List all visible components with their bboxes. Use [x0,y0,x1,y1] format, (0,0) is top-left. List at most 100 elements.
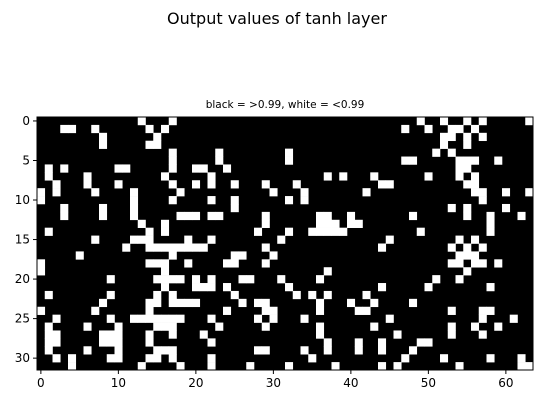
heatmap-cell [145,243,154,252]
heatmap-cell [207,172,216,181]
heatmap-cell [161,346,170,355]
heatmap-cell [494,322,503,331]
heatmap-cell [199,243,208,252]
heatmap-cell [207,314,216,323]
heatmap-cell [409,156,418,165]
heatmap-cell [463,140,472,149]
heatmap-cell [463,243,472,252]
heatmap-cell [339,172,348,181]
heatmap-cell [99,298,108,308]
heatmap-cell [509,314,518,323]
heatmap-cell [447,330,456,339]
heatmap-cell [37,306,46,315]
heatmap-cell [168,243,177,252]
heatmap-cell [91,306,100,315]
heatmap-cell [331,362,340,371]
heatmap-cell [44,227,53,236]
heatmap-cell [323,172,332,181]
heatmap-cell [285,148,294,157]
heatmap-cell [44,172,53,181]
heatmap-cell [176,275,185,284]
heatmap-cell [161,267,170,276]
heatmap-cell [114,164,123,173]
heatmap-cell [471,322,480,331]
heatmap-cell [184,298,193,308]
heatmap-cell [478,196,487,205]
heatmap-cell [130,235,139,244]
heatmap-cell [52,188,61,197]
heatmap-cell [230,180,239,189]
heatmap-cell [207,362,216,371]
heatmap-cell [471,172,480,181]
heatmap-cell [68,362,77,371]
heatmap-cell [316,298,325,308]
heatmap-cell [370,322,379,331]
heatmap-cell [331,227,340,236]
heatmap-cell [91,124,100,134]
heatmap-cell [75,251,84,260]
heatmap-cell [238,251,247,260]
y-tick-label: 15 [15,233,30,247]
heatmap-cell [517,354,526,363]
heatmap-cell [176,211,185,221]
heatmap-cell [478,132,487,142]
x-tick-label: 40 [343,376,358,390]
heatmap-cell [122,243,131,252]
heatmap-cell [145,330,154,339]
heatmap-cell [91,235,100,244]
heatmap-cell [370,298,379,308]
heatmap-cell [409,346,418,355]
y-tick-label: 30 [15,351,30,365]
heatmap-cell [161,322,170,331]
heatmap-cell [153,314,162,323]
x-tick-label: 60 [498,376,513,390]
heatmap-cell [192,275,201,284]
heatmap-cell [145,298,154,308]
heatmap-cell [277,235,286,244]
heatmap-cell [230,290,239,300]
heatmap-cell [106,338,115,347]
heatmap-cell [153,346,162,355]
heatmap-cell [254,227,263,236]
heatmap-cell [223,306,232,315]
heatmap-cell [285,227,294,236]
heatmap-cell [106,314,115,323]
heatmap-cell [145,227,154,236]
heatmap-cell [447,243,456,252]
heatmap-cell [471,188,480,197]
heatmap-cell [207,235,216,244]
heatmap-cell [494,259,503,268]
heatmap-cell [269,188,278,197]
heatmap-cell [153,298,162,308]
heatmap-cell [354,338,363,347]
heatmap-cell [347,298,356,308]
heatmap-cell [168,156,177,165]
heatmap-cell [238,298,247,308]
heatmap-cell [362,306,371,315]
heatmap-cell [44,322,53,331]
heatmap-cell [471,180,480,189]
y-tick-label: 25 [15,312,30,326]
heatmap-cell [161,283,170,292]
heatmap-cell [362,188,371,197]
heatmap-cell [316,219,325,228]
heatmap-cell [37,196,46,205]
heatmap-cell [385,180,394,189]
heatmap-cell [168,251,177,260]
heatmap-cell [416,338,425,347]
heatmap-cell [153,322,162,331]
heatmap-cell [463,211,472,221]
heatmap-cell [192,298,201,308]
heatmap-cell [223,164,232,173]
heatmap-cell [401,156,410,165]
heatmap-cell [168,354,177,363]
heatmap-cell [409,211,418,221]
heatmap-cell [223,259,232,268]
x-tick-label: 30 [266,376,281,390]
heatmap-cell [83,322,92,331]
heatmap-cell [168,148,177,157]
heatmap-cell [199,164,208,173]
heatmap-cell [455,235,464,244]
heatmap-cell [114,346,123,355]
heatmap-cell [184,211,193,221]
